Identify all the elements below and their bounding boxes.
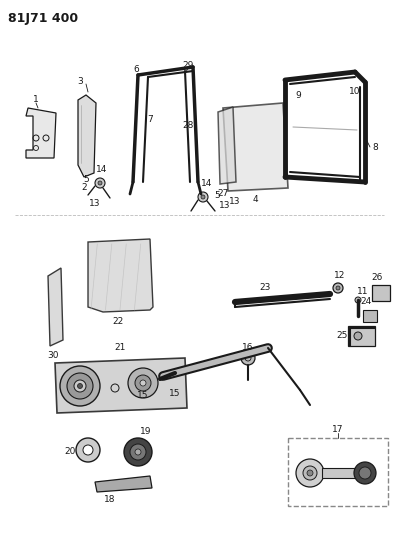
Bar bbox=[348, 326, 375, 346]
Text: 27: 27 bbox=[217, 190, 229, 198]
Text: 26: 26 bbox=[371, 272, 383, 281]
Bar bbox=[363, 310, 377, 322]
Text: 28: 28 bbox=[182, 120, 194, 130]
Circle shape bbox=[135, 375, 151, 391]
Polygon shape bbox=[55, 358, 187, 413]
Circle shape bbox=[77, 384, 83, 389]
Text: 21: 21 bbox=[114, 343, 126, 352]
Text: 5: 5 bbox=[83, 174, 89, 183]
Text: 18: 18 bbox=[104, 496, 116, 505]
Text: 2: 2 bbox=[81, 182, 87, 191]
Circle shape bbox=[140, 380, 146, 386]
Text: 22: 22 bbox=[113, 318, 124, 327]
Text: 25: 25 bbox=[336, 332, 348, 341]
Circle shape bbox=[83, 445, 93, 455]
Text: 6: 6 bbox=[133, 66, 139, 75]
Text: 30: 30 bbox=[47, 351, 59, 360]
Circle shape bbox=[95, 178, 105, 188]
Polygon shape bbox=[223, 103, 288, 191]
Circle shape bbox=[355, 297, 361, 303]
Text: 10: 10 bbox=[349, 87, 361, 96]
Circle shape bbox=[124, 438, 152, 466]
Circle shape bbox=[333, 283, 343, 293]
Text: 81J71 400: 81J71 400 bbox=[8, 12, 78, 25]
Text: 7: 7 bbox=[147, 116, 153, 125]
Polygon shape bbox=[78, 95, 96, 177]
Circle shape bbox=[303, 466, 317, 480]
Polygon shape bbox=[48, 268, 63, 346]
Circle shape bbox=[67, 373, 93, 399]
Text: 4: 4 bbox=[252, 196, 258, 205]
Text: 9: 9 bbox=[295, 91, 301, 100]
Polygon shape bbox=[26, 108, 56, 158]
Text: 29: 29 bbox=[182, 61, 194, 69]
Circle shape bbox=[98, 181, 102, 185]
Circle shape bbox=[354, 332, 362, 340]
Text: 24: 24 bbox=[360, 297, 371, 306]
Bar bbox=[322, 468, 364, 478]
Polygon shape bbox=[95, 476, 152, 492]
Circle shape bbox=[359, 467, 371, 479]
Circle shape bbox=[307, 470, 313, 476]
Text: 23: 23 bbox=[259, 282, 271, 292]
Text: 17: 17 bbox=[332, 425, 344, 434]
Bar bbox=[372, 285, 390, 301]
Circle shape bbox=[128, 368, 158, 398]
Bar bbox=[288, 438, 388, 506]
Circle shape bbox=[60, 366, 100, 406]
Text: 13: 13 bbox=[89, 198, 101, 207]
Circle shape bbox=[354, 462, 376, 484]
Text: 19: 19 bbox=[140, 427, 152, 437]
Text: 20: 20 bbox=[64, 448, 76, 456]
Circle shape bbox=[76, 438, 100, 462]
Text: 14: 14 bbox=[96, 165, 108, 174]
Text: 16: 16 bbox=[242, 343, 254, 351]
Text: 1: 1 bbox=[33, 95, 39, 104]
Text: 14: 14 bbox=[201, 180, 213, 189]
Circle shape bbox=[74, 380, 86, 392]
Circle shape bbox=[135, 449, 141, 455]
Text: 15: 15 bbox=[169, 389, 181, 398]
Polygon shape bbox=[88, 239, 153, 312]
Circle shape bbox=[336, 286, 340, 290]
Circle shape bbox=[201, 195, 205, 199]
Text: 13: 13 bbox=[229, 197, 241, 206]
Text: 13: 13 bbox=[219, 200, 231, 209]
Text: 15: 15 bbox=[137, 392, 149, 400]
Text: 8: 8 bbox=[372, 142, 378, 151]
Circle shape bbox=[296, 459, 324, 487]
Text: 3: 3 bbox=[77, 77, 83, 86]
Circle shape bbox=[241, 351, 255, 365]
Text: 5: 5 bbox=[214, 190, 220, 199]
Circle shape bbox=[130, 444, 146, 460]
Text: 11: 11 bbox=[357, 287, 369, 296]
Polygon shape bbox=[218, 107, 236, 184]
Text: 12: 12 bbox=[334, 271, 346, 280]
Circle shape bbox=[198, 192, 208, 202]
